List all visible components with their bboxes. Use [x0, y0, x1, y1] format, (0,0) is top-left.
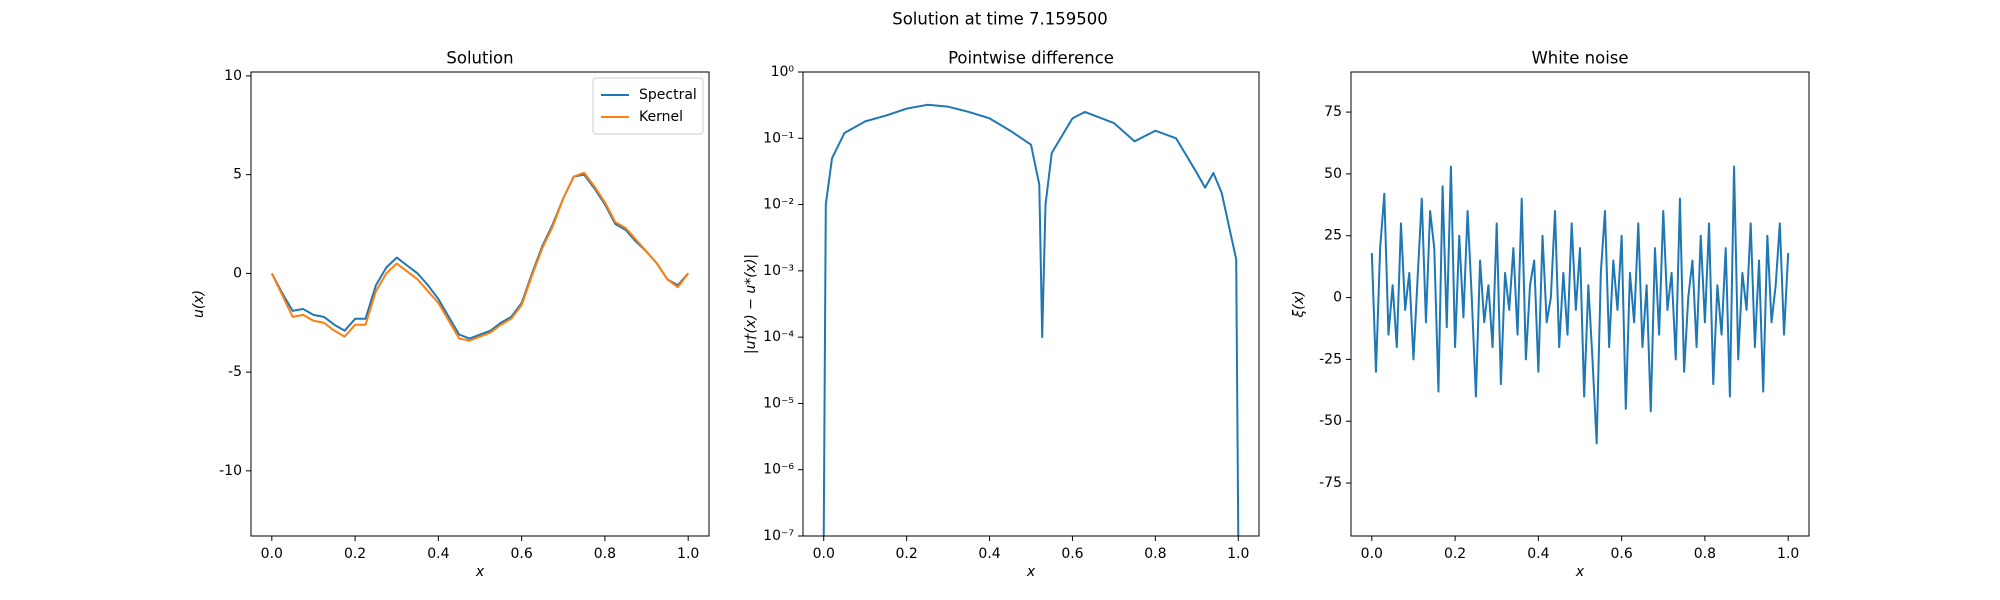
- x-tick-label: 1.0: [677, 546, 699, 562]
- y-tick-label: 10⁻²: [763, 197, 794, 213]
- x-axis-label: x: [1575, 564, 1585, 580]
- panel-title: White noise: [1531, 49, 1628, 68]
- x-tick-label: 0.8: [1144, 546, 1166, 562]
- y-tick-label: -50: [1319, 413, 1342, 429]
- x-tick-label: 0.0: [813, 546, 835, 562]
- x-tick-label: 1.0: [1227, 546, 1249, 562]
- data-line: [270, 171, 689, 342]
- y-tick-label: 10⁻³: [763, 263, 794, 279]
- legend-label: Spectral: [639, 87, 697, 103]
- legend-box: [592, 77, 704, 135]
- x-tick-label: 0.2: [1444, 546, 1466, 562]
- plot-area: [822, 103, 1240, 536]
- y-axis-label: |u†(x) − u*(x)|: [743, 254, 759, 354]
- x-tick-label: 0.8: [1694, 546, 1716, 562]
- plot-area: [1370, 165, 1790, 445]
- axes-frame: [802, 71, 1260, 537]
- y-tick-label: 10⁰: [771, 64, 795, 80]
- data-line: [822, 103, 1240, 536]
- x-tick-label: 0.4: [978, 546, 1000, 562]
- data-line: [1370, 165, 1790, 445]
- x-tick-label: 1.0: [1777, 546, 1799, 562]
- y-tick-label: 0: [1333, 290, 1342, 306]
- x-tick-label: 0.4: [427, 546, 449, 562]
- y-tick-label: 10⁻⁵: [763, 395, 794, 411]
- y-tick-label: 5: [233, 167, 242, 183]
- x-tick-label: 0.2: [344, 546, 366, 562]
- axes-frame: [250, 71, 710, 537]
- x-axis-label: x: [475, 564, 485, 580]
- y-tick-label: 25: [1324, 228, 1342, 244]
- figure-title: Solution at time 7.159500: [892, 10, 1108, 29]
- y-axis-label: u(x): [191, 290, 207, 318]
- y-tick-label: -25: [1319, 351, 1342, 367]
- axes-frame: [1350, 71, 1810, 537]
- y-tick-label: -75: [1319, 475, 1342, 491]
- y-tick-label: 10⁻⁶: [763, 462, 794, 478]
- y-tick-label: 10⁻⁴: [763, 329, 794, 345]
- x-tick-label: 0.6: [1611, 546, 1633, 562]
- y-tick-label: -10: [219, 463, 242, 479]
- legend-label: Kernel: [639, 109, 683, 125]
- x-tick-label: 0.6: [511, 546, 533, 562]
- panel-title: Pointwise difference: [948, 49, 1114, 68]
- x-tick-label: 0.2: [896, 546, 918, 562]
- x-tick-label: 0.4: [1527, 546, 1549, 562]
- plot-area: [270, 171, 689, 342]
- x-axis-label: x: [1026, 564, 1036, 580]
- data-line: [270, 173, 689, 340]
- y-tick-label: 0: [233, 265, 242, 281]
- y-tick-label: 10⁻⁷: [763, 528, 794, 544]
- panel-title: Solution: [446, 49, 513, 68]
- x-tick-label: 0.0: [1361, 546, 1383, 562]
- y-tick-label: 50: [1324, 166, 1342, 182]
- y-tick-label: -5: [228, 364, 242, 380]
- x-tick-label: 0.8: [594, 546, 616, 562]
- y-axis-label: ξ(x): [1291, 290, 1307, 318]
- y-tick-label: 10: [224, 68, 242, 84]
- x-tick-label: 0.6: [1061, 546, 1083, 562]
- x-tick-label: 0.0: [261, 546, 283, 562]
- y-tick-label: 75: [1324, 104, 1342, 120]
- y-tick-label: 10⁻¹: [763, 130, 794, 146]
